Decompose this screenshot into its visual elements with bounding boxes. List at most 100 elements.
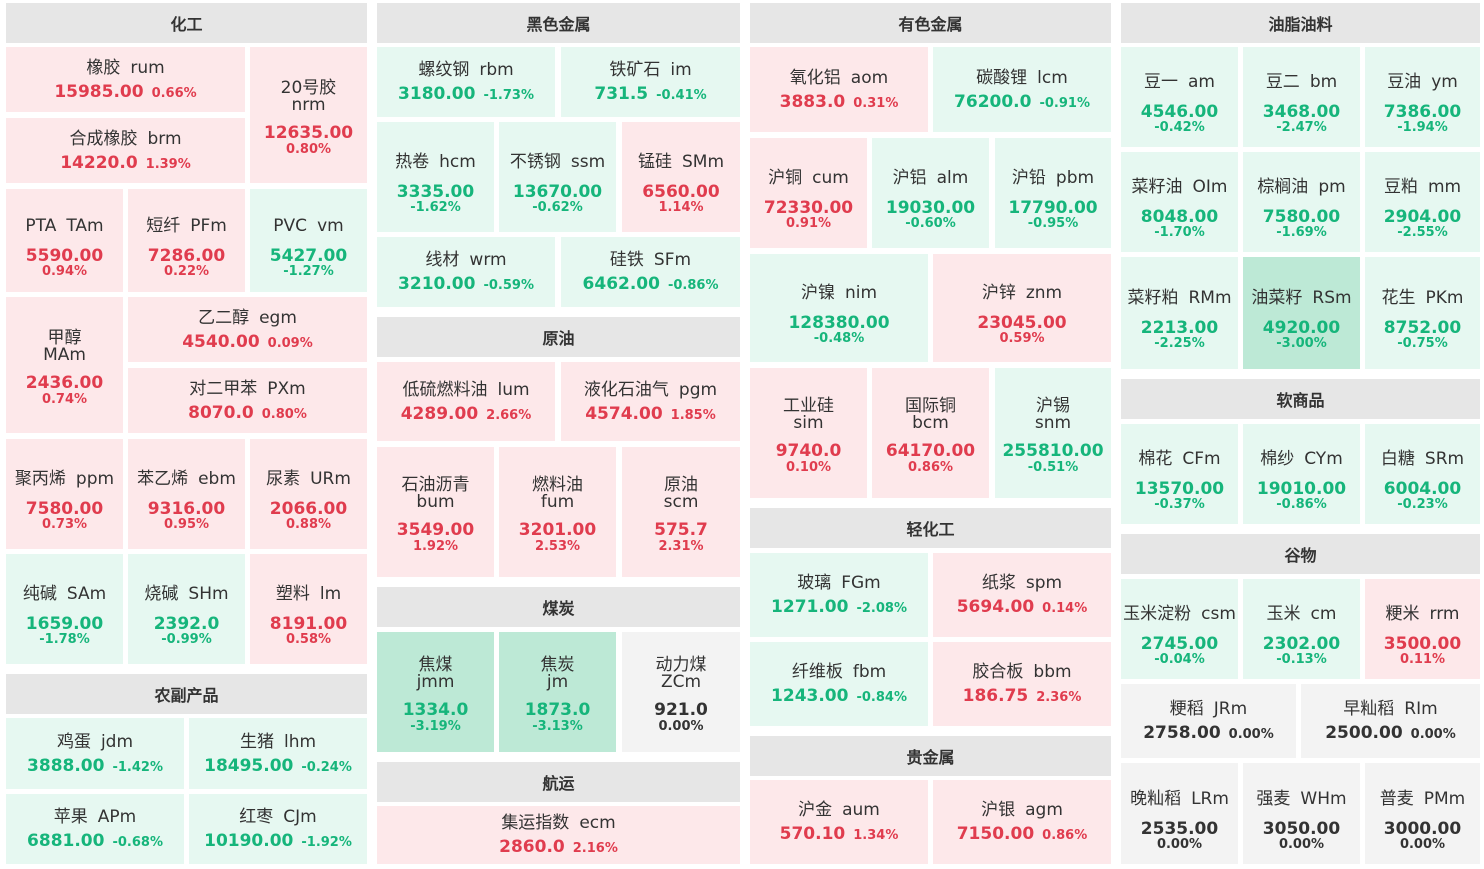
quote-tile-pkm[interactable]: 花生 PKm 8752.00 -0.75% bbox=[1365, 257, 1480, 369]
quote-tile-srm[interactable]: 白糖 SRm 6004.00 -0.23% bbox=[1365, 424, 1480, 524]
contract-code: ym bbox=[1431, 72, 1458, 92]
contract-label: 锰硅 SMm bbox=[622, 152, 740, 172]
quote-tile-pm[interactable]: 棕榈油 pm 7580.00 -1.69% bbox=[1243, 152, 1360, 252]
change-percent: -0.23% bbox=[1397, 497, 1448, 512]
quote-tile-znm[interactable]: 沪锌 znm 23045.00 0.59% bbox=[933, 254, 1111, 362]
quote-tile-brm[interactable]: 合成橡胶 brm 14220.0 1.39% bbox=[6, 118, 245, 183]
quote-tile-lhm[interactable]: 生猪 lhm 18495.00 -0.24% bbox=[189, 718, 367, 789]
quote-tile-bum[interactable]: 石油沥青 bum 3549.00 1.92% bbox=[377, 447, 494, 577]
quote-tile-ppm[interactable]: 聚丙烯 ppm 7580.00 0.73% bbox=[6, 439, 123, 549]
quote-tile-ebm[interactable]: 苯乙烯 ebm 9316.00 0.95% bbox=[128, 439, 245, 549]
last-price: 9740.0 bbox=[775, 441, 842, 461]
quote-tile-rrm[interactable]: 粳米 rrm 3500.00 0.11% bbox=[1365, 579, 1480, 679]
quote-tile-agm[interactable]: 沪银 agm 7150.00 0.86% bbox=[933, 780, 1111, 864]
quote-tile-fum[interactable]: 燃料油 fum 3201.00 2.53% bbox=[499, 447, 616, 577]
quote-tile-whm[interactable]: 强麦 WHm 3050.00 0.00% bbox=[1243, 763, 1360, 864]
quote-tile-fbm[interactable]: 纤维板 fbm 1243.00 -0.84% bbox=[750, 642, 928, 726]
quote-tile-fgm[interactable]: 玻璃 FGm 1271.00 -2.08% bbox=[750, 553, 928, 637]
last-price: 6462.00 bbox=[582, 274, 660, 294]
quote-tile-cfm[interactable]: 棉花 CFm 13570.00 -0.37% bbox=[1121, 424, 1238, 524]
contract-name: 聚丙烯 bbox=[14, 469, 66, 489]
quote-tile-spm[interactable]: 纸浆 spm 5694.00 0.14% bbox=[933, 553, 1111, 637]
quote-tile-tam[interactable]: PTA TAm 5590.00 0.94% bbox=[6, 189, 123, 292]
contract-name: 不锈钢 bbox=[509, 152, 561, 172]
quote-tile-aom[interactable]: 氧化铝 aom 3883.0 0.31% bbox=[750, 47, 928, 132]
quote-tile-oim[interactable]: 菜籽油 OIm 8048.00 -1.70% bbox=[1121, 152, 1238, 252]
last-price: 2066.00 bbox=[269, 499, 348, 519]
quote-tile-jmm[interactable]: 焦煤 jmm 1334.0 -3.19% bbox=[377, 632, 494, 752]
quote-tile-rum[interactable]: 橡胶 rum 15985.00 0.66% bbox=[6, 47, 245, 112]
change-percent: -1.70% bbox=[1154, 225, 1205, 240]
quote-tile-pmm[interactable]: 普麦 PMm 3000.00 0.00% bbox=[1365, 763, 1480, 864]
quote-tile-nim[interactable]: 沪镍 nim 128380.00 -0.48% bbox=[750, 254, 928, 362]
quote-tile-im[interactable]: 铁矿石 im 731.5 -0.41% bbox=[561, 47, 740, 117]
contract-label: 沪镍 nim bbox=[750, 283, 928, 303]
quote-tile-hcm[interactable]: 热卷 hcm 3335.00 -1.62% bbox=[377, 122, 494, 232]
quote-tile-wrm[interactable]: 线材 wrm 3210.00 -0.59% bbox=[377, 237, 555, 307]
quote-tile-sfm[interactable]: 硅铁 SFm 6462.00 -0.86% bbox=[561, 237, 740, 307]
quote-tile-smm[interactable]: 锰硅 SMm 6560.00 1.14% bbox=[622, 122, 740, 232]
quote-tile-pgm[interactable]: 液化石油气 pgm 4574.00 1.85% bbox=[561, 362, 740, 441]
last-price: 3210.00 bbox=[398, 274, 476, 294]
quote-tile-rmm[interactable]: 菜籽粕 RMm 2213.00 -2.25% bbox=[1121, 257, 1238, 369]
quote-tile-lrm[interactable]: 晚籼稻 LRm 2535.00 0.00% bbox=[1121, 763, 1238, 864]
quote-tile-cjm[interactable]: 红枣 CJm 10190.00 -1.92% bbox=[189, 794, 367, 864]
quote-tile-jrm[interactable]: 粳稻 JRm 2758.00 0.00% bbox=[1121, 684, 1296, 758]
quote-tile-sim[interactable]: 工业硅 sim 9740.0 0.10% bbox=[750, 368, 867, 498]
quote-tile-bbm[interactable]: 胶合板 bbm 186.75 2.36% bbox=[933, 642, 1111, 726]
contract-code: brm bbox=[147, 128, 182, 149]
last-price: 8070.0 bbox=[188, 402, 254, 423]
quote-tile-ecm[interactable]: 集运指数 ecm 2860.0 2.16% bbox=[377, 806, 740, 864]
contract-name: 沪铜 bbox=[768, 168, 803, 188]
quote-tile-aum[interactable]: 沪金 aum 570.10 1.34% bbox=[750, 780, 928, 864]
quote-tile-jdm[interactable]: 鸡蛋 jdm 3888.00 -1.42% bbox=[6, 718, 184, 789]
quote-tile-vm[interactable]: PVC vm 5427.00 -1.27% bbox=[250, 189, 367, 292]
quote-tile-cum[interactable]: 沪铜 cum 72330.00 0.91% bbox=[750, 138, 867, 248]
last-price: 4574.00 bbox=[585, 403, 663, 424]
quote-tile-snm[interactable]: 沪锡 snm 255810.00 -0.51% bbox=[995, 368, 1111, 498]
quote-tile-sam[interactable]: 纯碱 SAm 1659.00 -1.78% bbox=[6, 554, 123, 664]
last-price: 76200.0 bbox=[954, 91, 1032, 112]
quote-tile-jm[interactable]: 焦炭 jm 1873.0 -3.13% bbox=[499, 632, 616, 752]
quote-tile-cm[interactable]: 玉米 cm 2302.00 -0.13% bbox=[1243, 579, 1360, 679]
contract-name: 豆油 bbox=[1387, 72, 1422, 92]
quote-tile-pbm[interactable]: 沪铅 pbm 17790.00 -0.95% bbox=[995, 138, 1111, 248]
quote-tile-lcm[interactable]: 碳酸锂 lcm 76200.0 -0.91% bbox=[933, 47, 1111, 132]
contract-name: 豆二 bbox=[1265, 72, 1300, 92]
quote-tile-bm[interactable]: 豆二 bm 3468.00 -2.47% bbox=[1243, 47, 1360, 147]
quote-tile-mam[interactable]: 甲醇 MAm 2436.00 0.74% bbox=[6, 297, 123, 433]
quote-tile-scm[interactable]: 原油 scm 575.7 2.31% bbox=[622, 447, 740, 577]
contract-name: 早籼稻 bbox=[1343, 699, 1395, 719]
quote-tile-urm[interactable]: 尿素 URm 2066.00 0.88% bbox=[250, 439, 367, 549]
quote-tile-cym[interactable]: 棉纱 CYm 19010.00 -0.86% bbox=[1243, 424, 1360, 524]
quote-tile-apm[interactable]: 苹果 APm 6881.00 -0.68% bbox=[6, 794, 184, 864]
quote-tile-ssm[interactable]: 不锈钢 ssm 13670.00 -0.62% bbox=[499, 122, 616, 232]
contract-name: 锰硅 bbox=[637, 152, 672, 172]
quote-tile-csm[interactable]: 玉米淀粉 csm 2745.00 -0.04% bbox=[1121, 579, 1238, 679]
quote-tile-nrm[interactable]: 20号胶 nrm 12635.00 0.80% bbox=[250, 47, 367, 183]
change-percent: 0.31% bbox=[853, 95, 899, 111]
quote-tile-mm[interactable]: 豆粕 mm 2904.00 -2.55% bbox=[1365, 152, 1480, 252]
quote-tile-rbm[interactable]: 螺纹钢 rbm 3180.00 -1.73% bbox=[377, 47, 555, 117]
quote-tile-pxm[interactable]: 对二甲苯 PXm 8070.0 0.80% bbox=[128, 368, 367, 433]
contract-label: 粳稻 JRm bbox=[1121, 699, 1296, 719]
quote-tile-lm[interactable]: 塑料 lm 8191.00 0.58% bbox=[250, 554, 367, 664]
quote-values: 3210.00 -0.59% bbox=[377, 274, 555, 294]
quote-tile-rsm[interactable]: 油菜籽 RSm 4920.00 -3.00% bbox=[1243, 257, 1360, 369]
quote-tile-am[interactable]: 豆一 am 4546.00 -0.42% bbox=[1121, 47, 1238, 147]
contract-label: 红枣 CJm bbox=[189, 807, 367, 827]
contract-code: rrm bbox=[1429, 604, 1460, 624]
quote-tile-ym[interactable]: 豆油 ym 7386.00 -1.94% bbox=[1365, 47, 1480, 147]
contract-code: lm bbox=[319, 584, 342, 604]
quote-tile-alm[interactable]: 沪铝 alm 19030.00 -0.60% bbox=[872, 138, 989, 248]
quote-tile-bcm[interactable]: 国际铜 bcm 64170.00 0.86% bbox=[872, 368, 989, 498]
quote-tile-pfm[interactable]: 短纤 PFm 7286.00 0.22% bbox=[128, 189, 245, 292]
quote-tile-rim[interactable]: 早籼稻 RIm 2500.00 0.00% bbox=[1301, 684, 1480, 758]
quote-tile-zcm[interactable]: 动力煤 ZCm 921.0 0.00% bbox=[622, 632, 740, 752]
quote-tile-egm[interactable]: 乙二醇 egm 4540.00 0.09% bbox=[128, 297, 367, 362]
quote-tile-shm[interactable]: 烧碱 SHm 2392.0 -0.99% bbox=[128, 554, 245, 664]
quote-values: 3180.00 -1.73% bbox=[377, 84, 555, 104]
contract-label: 沪铜 cum bbox=[750, 168, 867, 188]
last-price: 4540.00 bbox=[182, 331, 260, 352]
quote-tile-lum[interactable]: 低硫燃料油 lum 4289.00 2.66% bbox=[377, 362, 555, 441]
